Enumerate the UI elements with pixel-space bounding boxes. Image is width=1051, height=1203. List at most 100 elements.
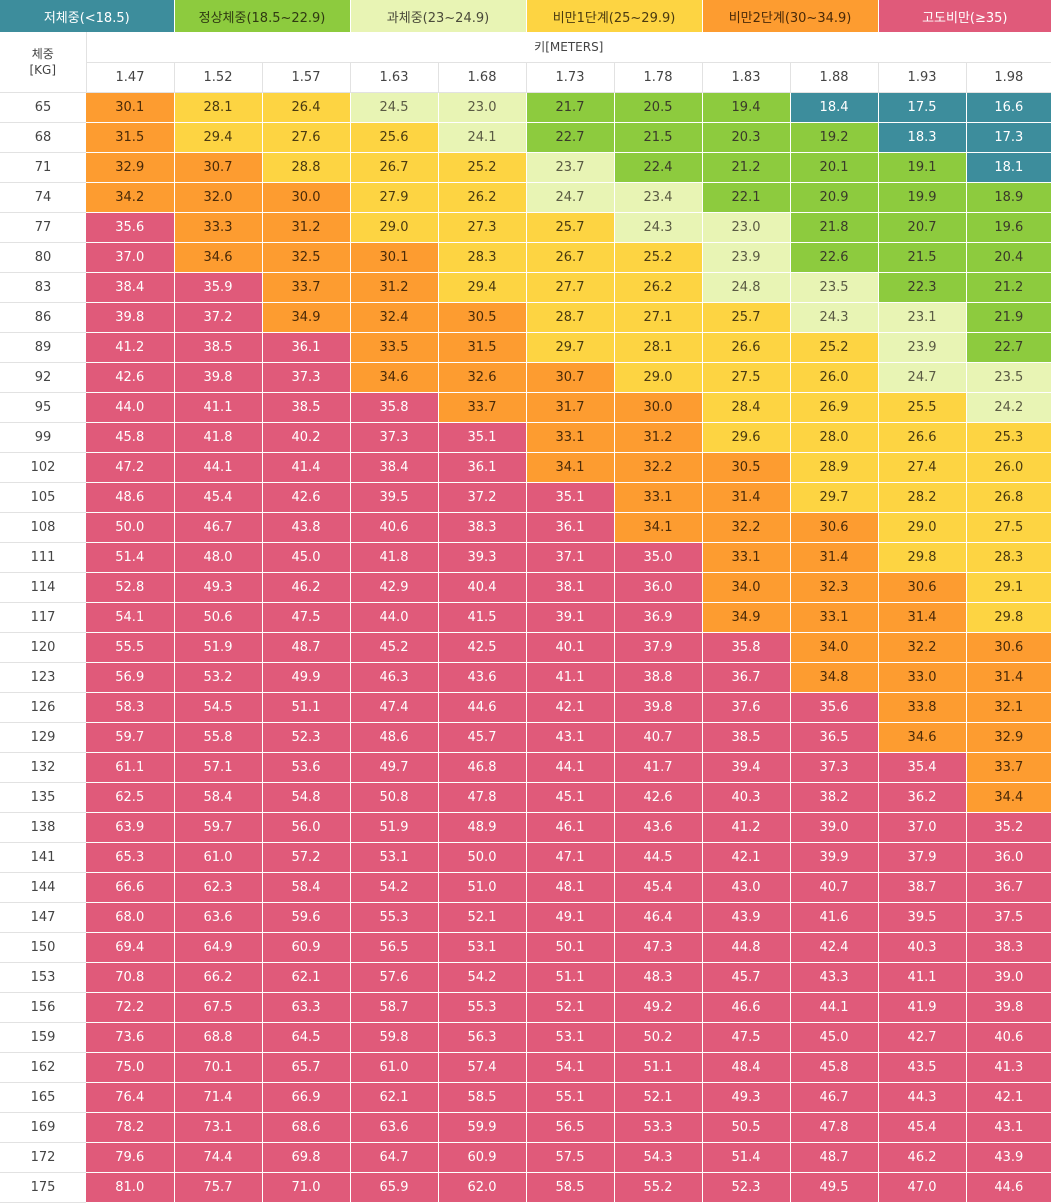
bmi-cell: 23.5 (790, 272, 879, 303)
height-header: 키[METERS] (86, 32, 1051, 63)
bmi-cell: 54.2 (350, 872, 439, 903)
bmi-cell: 52.1 (438, 902, 527, 933)
bmi-cell: 33.7 (438, 392, 527, 423)
bmi-cell: 30.6 (966, 632, 1051, 663)
bmi-cell: 52.3 (702, 1172, 791, 1203)
table-row: 156 72.2 67.5 63.3 58.7 55.3 52.1 49.2 46.6 44.1 4… (0, 992, 1051, 1023)
bmi-cell: 53.3 (614, 1112, 703, 1143)
bmi-cell: 19.9 (878, 182, 967, 213)
bmi-cell: 30.7 (526, 362, 615, 393)
bmi-cell: 47.5 (262, 602, 351, 633)
weight-value: 83 (0, 272, 86, 303)
bmi-cell: 35.6 (790, 692, 879, 723)
bmi-cell: 36.2 (878, 782, 967, 813)
bmi-cell: 66.9 (262, 1082, 351, 1113)
bmi-cell: 27.1 (614, 302, 703, 333)
bmi-cell: 38.4 (86, 272, 175, 303)
bmi-cell: 49.7 (350, 752, 439, 783)
bmi-cell: 59.6 (262, 902, 351, 933)
bmi-cell: 33.3 (174, 212, 263, 243)
bmi-cell: 42.7 (878, 1022, 967, 1053)
bmi-cell: 54.2 (438, 962, 527, 993)
bmi-cell: 27.7 (526, 272, 615, 303)
bmi-cell: 28.9 (790, 452, 879, 483)
bmi-cell: 30.5 (438, 302, 527, 333)
bmi-cell: 46.2 (878, 1142, 967, 1173)
bmi-cell: 44.1 (174, 452, 263, 483)
legend-row: 저체중(<18.5) 정상체중(18.5~22.9) 과체중(23~24.9) … (0, 0, 1051, 32)
bmi-cell: 40.7 (790, 872, 879, 903)
bmi-cell: 62.3 (174, 872, 263, 903)
bmi-cell: 39.5 (350, 482, 439, 513)
bmi-cell: 44.6 (966, 1172, 1051, 1203)
bmi-cell: 28.1 (614, 332, 703, 363)
bmi-cell: 48.7 (262, 632, 351, 663)
table-row: 138 63.9 59.7 56.0 51.9 48.9 46.1 43.6 41.2 39.0 3… (0, 812, 1051, 843)
bmi-cell: 43.6 (438, 662, 527, 693)
table-row: 108 50.0 46.7 43.8 40.6 38.3 36.1 34.1 32.2 30.6 2… (0, 512, 1051, 543)
bmi-cell: 29.4 (438, 272, 527, 303)
weight-value: 165 (0, 1082, 86, 1113)
bmi-cell: 59.7 (86, 722, 175, 753)
weight-value: 71 (0, 152, 86, 183)
bmi-cell: 46.3 (350, 662, 439, 693)
bmi-cell: 35.2 (966, 812, 1051, 843)
bmi-cell: 68.8 (174, 1022, 263, 1053)
bmi-cell: 55.2 (614, 1172, 703, 1203)
bmi-cell: 57.2 (262, 842, 351, 873)
bmi-cell: 48.4 (702, 1052, 791, 1083)
bmi-cell: 33.8 (878, 692, 967, 723)
bmi-cell: 37.3 (262, 362, 351, 393)
bmi-cell: 52.1 (526, 992, 615, 1023)
bmi-cell: 70.8 (86, 962, 175, 993)
table-row: 129 59.7 55.8 52.3 48.6 45.7 43.1 40.7 38.5 36.5 3… (0, 722, 1051, 753)
bmi-cell: 50.0 (438, 842, 527, 873)
bmi-cell: 44.1 (526, 752, 615, 783)
height-unit-row: 체중 [KG] 키[METERS] (0, 32, 1051, 93)
bmi-cell: 41.1 (526, 662, 615, 693)
bmi-cell: 32.0 (174, 182, 263, 213)
bmi-cell: 27.4 (878, 452, 967, 483)
weight-value: 65 (0, 92, 86, 123)
bmi-cell: 50.6 (174, 602, 263, 633)
weight-value: 114 (0, 572, 86, 603)
bmi-cell: 61.1 (86, 752, 175, 783)
bmi-cell: 26.0 (790, 362, 879, 393)
height-value: 1.88 (790, 62, 879, 93)
bmi-cell: 30.1 (86, 92, 175, 123)
bmi-cell: 47.8 (790, 1112, 879, 1143)
bmi-cell: 39.8 (174, 362, 263, 393)
bmi-cell: 24.8 (702, 272, 791, 303)
bmi-cell: 26.6 (702, 332, 791, 363)
table-row: 89 41.2 38.5 36.1 33.5 31.5 29.7 28.1 26.6 25.2 23… (0, 332, 1051, 363)
bmi-cell: 58.7 (350, 992, 439, 1023)
bmi-cell: 44.1 (790, 992, 879, 1023)
bmi-cell: 52.8 (86, 572, 175, 603)
bmi-cell: 25.2 (790, 332, 879, 363)
bmi-cell: 63.3 (262, 992, 351, 1023)
bmi-cell: 38.7 (878, 872, 967, 903)
table-row: 117 54.1 50.6 47.5 44.0 41.5 39.1 36.9 34.9 33.1 3… (0, 602, 1051, 633)
weight-value: 89 (0, 332, 86, 363)
bmi-cell: 66.2 (174, 962, 263, 993)
bmi-cell: 45.4 (174, 482, 263, 513)
bmi-cell: 31.7 (526, 392, 615, 423)
bmi-cell: 34.9 (262, 302, 351, 333)
bmi-cell: 26.8 (966, 482, 1051, 513)
bmi-cell: 56.5 (350, 932, 439, 963)
bmi-cell: 25.2 (614, 242, 703, 273)
bmi-cell: 22.4 (614, 152, 703, 183)
legend-underweight: 저체중(<18.5) (0, 0, 175, 32)
bmi-cell: 36.0 (614, 572, 703, 603)
weight-value: 159 (0, 1022, 86, 1053)
bmi-cell: 33.1 (526, 422, 615, 453)
bmi-cell: 54.8 (262, 782, 351, 813)
bmi-cell: 40.6 (350, 512, 439, 543)
table-row: 99 45.8 41.8 40.2 37.3 35.1 33.1 31.2 29.6 28.0 26… (0, 422, 1051, 453)
legend-normal: 정상체중(18.5~22.9) (174, 0, 351, 32)
bmi-cell: 25.6 (350, 122, 439, 153)
bmi-cell: 53.2 (174, 662, 263, 693)
bmi-cell: 23.7 (526, 152, 615, 183)
table-row: 80 37.0 34.6 32.5 30.1 28.3 26.7 25.2 23.9 22.6 21… (0, 242, 1051, 273)
